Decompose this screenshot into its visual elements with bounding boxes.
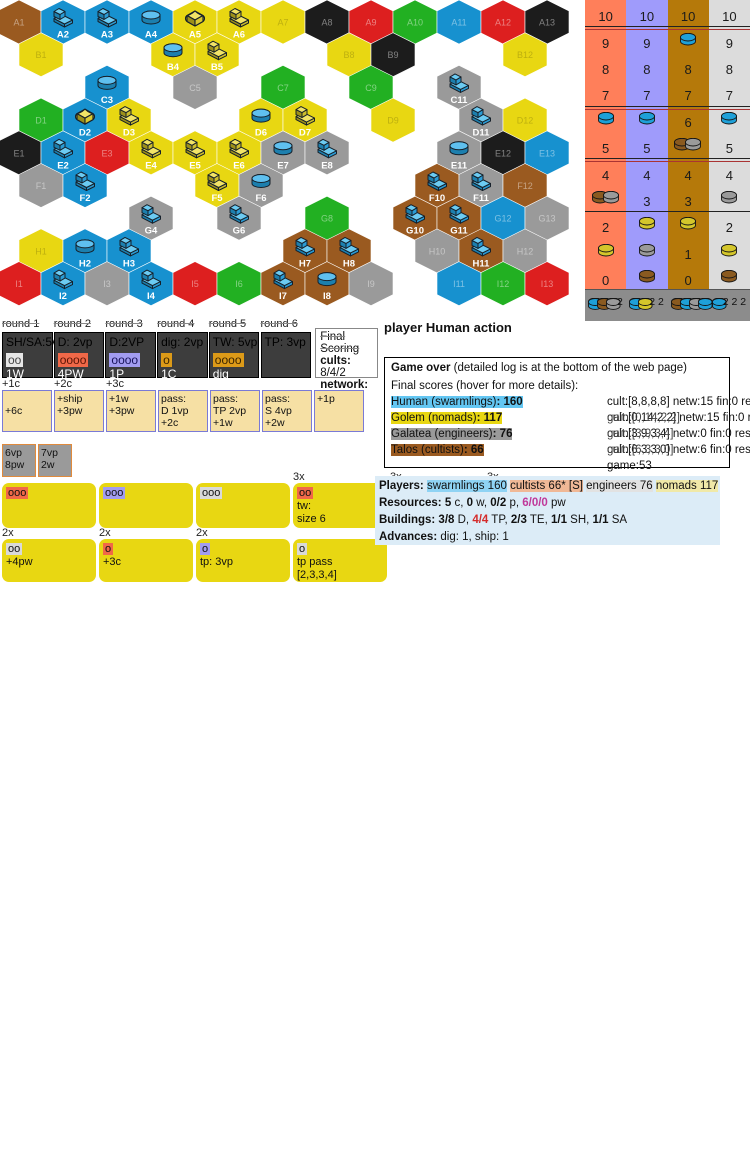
svg-text:E12: E12: [495, 148, 511, 158]
svg-text:B9: B9: [387, 50, 398, 60]
svg-text:B4: B4: [167, 62, 180, 73]
svg-text:H10: H10: [429, 246, 446, 256]
svg-text:F12: F12: [517, 181, 533, 191]
svg-text:F10: F10: [429, 193, 445, 204]
svg-text:H11: H11: [473, 258, 491, 269]
svg-text:C7: C7: [277, 83, 289, 93]
svg-text:H3: H3: [123, 258, 135, 269]
svg-text:E11: E11: [451, 160, 468, 171]
svg-text:I13: I13: [541, 279, 554, 289]
svg-text:I4: I4: [147, 291, 156, 302]
svg-text:F5: F5: [211, 193, 223, 204]
svg-text:I9: I9: [367, 279, 375, 289]
svg-text:A8: A8: [321, 18, 332, 28]
svg-text:H12: H12: [517, 246, 534, 256]
svg-text:I6: I6: [235, 279, 243, 289]
svg-text:C5: C5: [189, 83, 201, 93]
svg-text:A12: A12: [495, 18, 511, 28]
svg-text:D7: D7: [299, 128, 311, 139]
svg-text:A6: A6: [233, 30, 245, 41]
svg-text:B12: B12: [517, 50, 533, 60]
svg-text:D9: D9: [387, 116, 399, 126]
svg-text:A7: A7: [277, 18, 288, 28]
svg-text:A3: A3: [101, 30, 113, 41]
svg-text:D3: D3: [123, 128, 135, 139]
svg-text:G8: G8: [321, 214, 333, 224]
svg-text:F11: F11: [473, 193, 490, 204]
svg-text:E3: E3: [101, 148, 112, 158]
svg-text:H2: H2: [79, 258, 91, 269]
svg-text:E2: E2: [57, 160, 69, 171]
svg-text:B8: B8: [343, 50, 354, 60]
svg-text:C9: C9: [365, 83, 377, 93]
svg-text:D6: D6: [255, 128, 267, 139]
svg-text:I2: I2: [59, 291, 67, 302]
svg-text:I7: I7: [279, 291, 287, 302]
svg-text:I3: I3: [103, 279, 111, 289]
svg-text:G6: G6: [233, 226, 246, 237]
svg-text:G13: G13: [538, 214, 555, 224]
svg-text:A4: A4: [145, 30, 158, 41]
svg-text:D2: D2: [79, 128, 91, 139]
svg-text:A5: A5: [189, 30, 202, 41]
svg-text:H8: H8: [343, 258, 355, 269]
svg-text:F2: F2: [79, 193, 90, 204]
svg-text:A10: A10: [407, 18, 423, 28]
svg-text:E8: E8: [321, 160, 333, 171]
svg-text:G10: G10: [406, 226, 424, 237]
svg-text:B1: B1: [35, 50, 46, 60]
svg-text:A11: A11: [451, 18, 466, 28]
svg-text:I8: I8: [323, 291, 331, 302]
svg-text:H1: H1: [35, 246, 47, 256]
svg-text:F1: F1: [36, 181, 47, 191]
svg-text:G12: G12: [494, 214, 511, 224]
svg-text:I5: I5: [191, 279, 199, 289]
svg-text:H7: H7: [299, 258, 311, 269]
svg-text:A13: A13: [539, 18, 555, 28]
svg-text:C11: C11: [451, 95, 469, 106]
svg-text:E1: E1: [13, 148, 24, 158]
svg-text:D12: D12: [517, 116, 534, 126]
svg-text:A2: A2: [57, 30, 69, 41]
svg-text:B5: B5: [211, 62, 224, 73]
svg-text:E13: E13: [539, 148, 555, 158]
svg-text:E4: E4: [145, 160, 157, 171]
svg-text:C3: C3: [101, 95, 113, 106]
svg-text:I11: I11: [453, 279, 465, 289]
svg-text:E5: E5: [189, 160, 201, 171]
svg-text:G4: G4: [145, 226, 158, 237]
svg-text:F6: F6: [255, 193, 266, 204]
svg-text:D1: D1: [35, 116, 47, 126]
svg-text:I1: I1: [15, 279, 23, 289]
svg-text:A1: A1: [13, 18, 24, 28]
svg-text:I12: I12: [497, 279, 510, 289]
svg-text:D11: D11: [473, 128, 491, 139]
svg-text:G11: G11: [450, 226, 468, 237]
svg-text:A9: A9: [365, 18, 376, 28]
svg-text:E6: E6: [233, 160, 245, 171]
svg-text:E7: E7: [277, 160, 289, 171]
